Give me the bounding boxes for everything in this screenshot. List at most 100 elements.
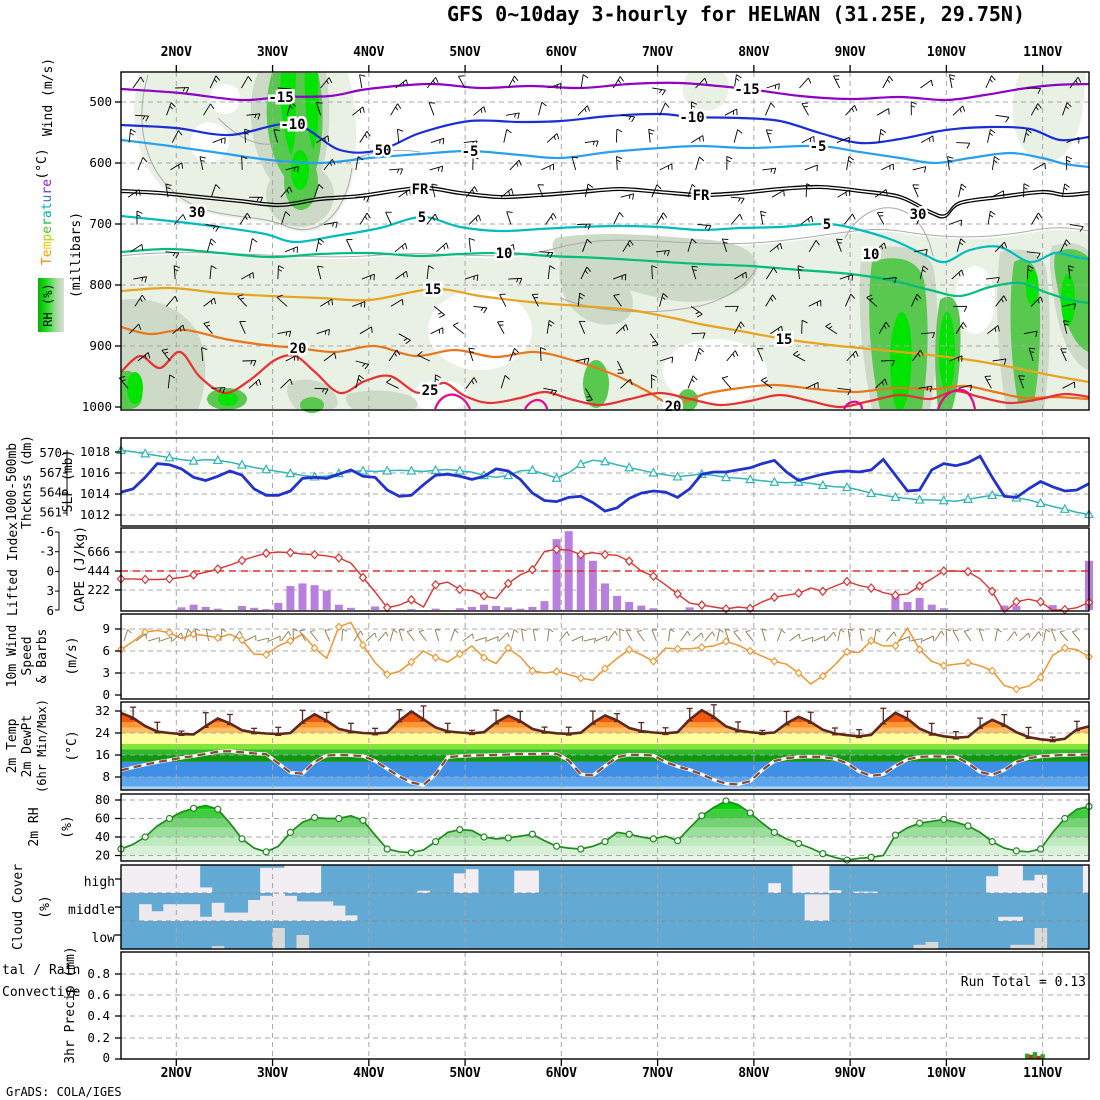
barb-feather [960,325,964,330]
wind-barb [804,164,818,172]
surface-wind-barb [825,631,837,642]
wind-barb [612,76,624,89]
wind-barb [468,214,482,225]
barb-feather [246,212,251,219]
wind-barb [473,106,486,116]
surface-wind-barb [135,633,148,642]
slp-tick-label: 1012 [80,507,110,522]
barb-feather [472,156,479,160]
cloud-bar [260,867,273,893]
surface-wind-barb [837,628,845,642]
wind-barb [726,155,733,170]
barb-staff [874,189,887,198]
barb-feather [854,105,858,111]
wind-barb [501,243,515,253]
barb-staff [276,297,288,307]
cape-bar [177,607,186,610]
wind-barb [508,277,523,285]
wind-barb [837,387,852,396]
barb-staff [500,375,506,389]
page-title: GFS 0~10day 3-hourly for HELWAN (31.25E,… [447,2,1025,26]
barb-feather [651,341,656,343]
wind-barb [209,75,221,89]
barb-feather [553,135,556,140]
barb-staff [205,224,220,228]
barb-staff [801,636,814,642]
barb-feather [699,156,705,162]
barb-feather [360,630,364,636]
li-marker [165,573,174,584]
cape-bar [613,595,622,610]
barb-feather [662,293,668,298]
barb-feather [806,183,813,187]
cloud-bar [127,865,140,893]
surface-wind-barb [184,629,193,642]
wind-barb [167,374,176,389]
barb-feather [512,244,515,251]
barb-staff [1031,212,1039,225]
barb-feather [318,184,324,189]
barb-feather [950,78,955,80]
barb-staff [323,221,338,225]
wind-barb [548,83,562,90]
barb-staff [607,630,616,642]
barb-feather [287,88,292,95]
dewpoint-line [120,749,1090,787]
rh-marker [746,809,754,817]
barb-feather [206,628,212,631]
barb-staff [464,274,479,280]
wind-barb [500,188,514,198]
barb-staff [521,629,524,642]
barb-feather [883,325,887,329]
barb-staff [171,130,179,143]
barb-staff [510,629,515,642]
barb-feather [508,190,511,195]
barb-feather [406,271,408,278]
barb-staff [948,219,962,225]
rh-shading-region [218,392,238,406]
wind-barb [765,129,773,143]
barb-staff [324,629,331,642]
barb-feather [1023,187,1028,190]
wind-barb [620,378,633,389]
barb-feather [733,629,739,633]
wind-barb [212,137,226,144]
wind-barb [538,101,547,116]
barb-feather [358,374,364,380]
barb-feather [209,242,214,246]
cape-bar [298,583,307,610]
wind10m-title-2: Speed [20,636,35,675]
barb-feather [552,213,557,219]
wind-barb [730,213,743,225]
barb-staff [994,629,998,642]
date-label-top: 2NOV [161,45,192,60]
wind-barb [239,212,251,225]
wind-barb [314,387,329,395]
barb-staff [1069,76,1079,89]
wind-barb [175,87,190,94]
barb-feather [801,319,808,324]
wind-barb [248,378,262,389]
wind-barb [133,276,147,283]
barb-staff [577,292,581,307]
cloud-bar [804,865,818,893]
wind-barb [987,325,1000,335]
barb-feather [169,374,176,379]
wind-barb [161,348,171,362]
barb-staff [571,635,583,642]
wind-barb [792,350,806,362]
precip-bar-total [1040,1054,1045,1059]
barb-feather [920,638,923,644]
barb-staff [499,294,507,307]
barb-staff [765,129,772,143]
barb-staff [912,166,926,171]
barb-feather [437,167,440,172]
li-marker [503,578,513,589]
wind-barb [956,142,971,149]
wind-barb [355,360,370,370]
barb-feather [511,188,514,195]
barb-staff [166,102,172,116]
surface-wind-barb [607,630,618,642]
cape-bar [927,604,936,610]
wind-barb [1066,155,1073,170]
